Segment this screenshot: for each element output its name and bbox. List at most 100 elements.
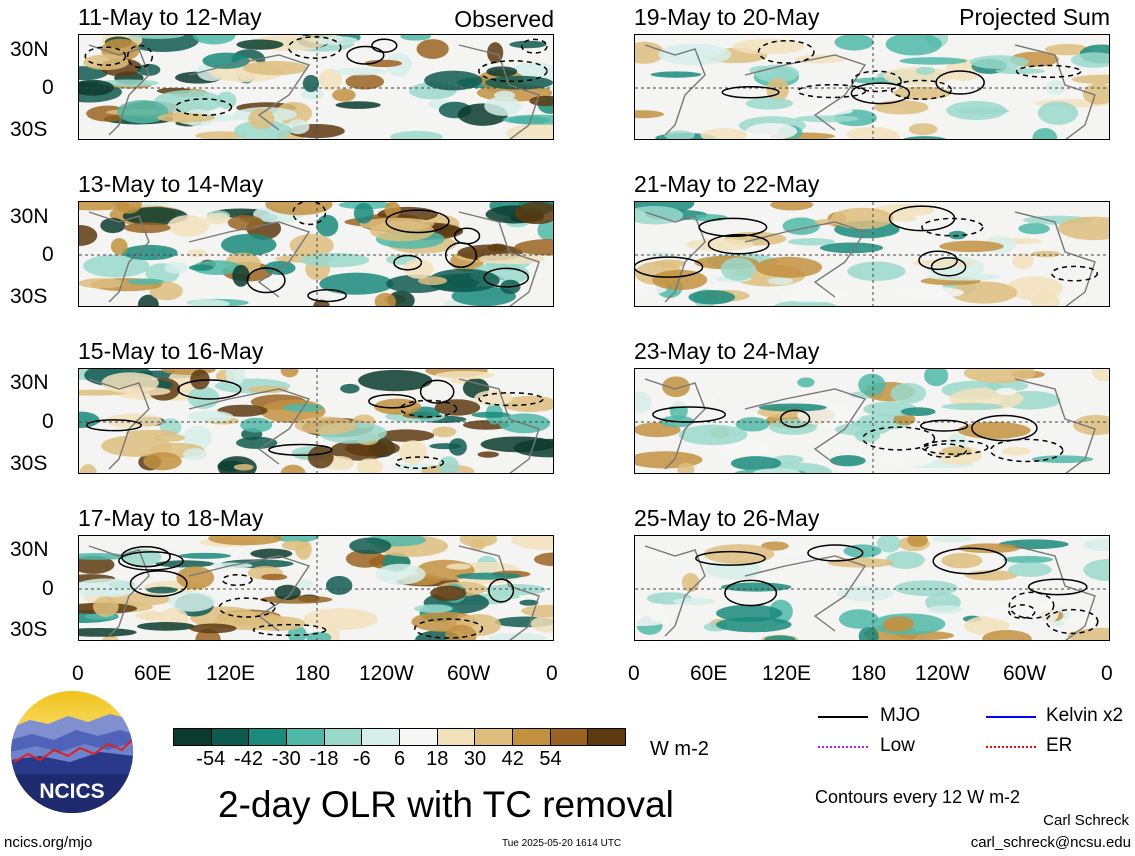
olr-anomaly-blob bbox=[353, 202, 374, 224]
projected-label: Projected Sum bbox=[959, 4, 1110, 30]
mjo-legend-line bbox=[818, 716, 868, 718]
olr-anomaly-blob bbox=[648, 603, 668, 622]
lat-tick: 30N bbox=[10, 205, 49, 228]
colorbar-swatch bbox=[550, 729, 589, 745]
olr-anomaly-blob bbox=[753, 468, 801, 473]
mjo-contour bbox=[1027, 578, 1088, 596]
olr-anomaly-blob bbox=[1031, 455, 1094, 464]
olr-anomaly-blob bbox=[430, 585, 467, 601]
olr-anomaly-blob bbox=[1007, 562, 1052, 577]
lat-tick: 30S bbox=[10, 285, 48, 308]
mjo-contour bbox=[918, 250, 958, 271]
olr-anomaly-blob bbox=[79, 411, 100, 429]
olr-anomaly-blob bbox=[907, 536, 928, 547]
olr-anomaly-blob bbox=[188, 264, 214, 271]
olr-anomaly-blob bbox=[435, 371, 496, 380]
olr-anomaly-blob bbox=[183, 448, 208, 461]
olr-anomaly-blob bbox=[635, 391, 652, 414]
mjo-contour bbox=[478, 60, 548, 83]
olr-anomaly-blob bbox=[79, 555, 115, 574]
olr-anomaly-blob bbox=[390, 130, 443, 139]
mjo-contour bbox=[695, 550, 766, 566]
mjo-contour bbox=[221, 574, 253, 586]
olr-anomaly-blob bbox=[837, 585, 894, 602]
olr-anomaly-blob bbox=[486, 66, 518, 77]
olr-anomaly-blob bbox=[232, 264, 250, 287]
olr-anomaly-blob bbox=[1082, 83, 1109, 105]
olr-anomaly-blob bbox=[732, 38, 805, 55]
olr-anomaly-blob bbox=[236, 436, 278, 449]
mjo-contour bbox=[453, 227, 481, 245]
olr-anomaly-blob bbox=[795, 115, 859, 123]
olr-anomaly-blob bbox=[234, 120, 292, 139]
olr-anomaly-blob bbox=[827, 557, 894, 568]
mjo-contour bbox=[1050, 265, 1099, 282]
mjo-contour bbox=[971, 414, 1038, 442]
olr-anomaly-blob bbox=[1070, 52, 1109, 68]
mjo-contour bbox=[394, 456, 445, 470]
olr-anomaly-blob bbox=[471, 411, 511, 418]
coastline bbox=[644, 211, 1096, 306]
mjo-contour bbox=[246, 267, 286, 294]
lon-tick: 0 bbox=[628, 662, 640, 685]
mjo-contour bbox=[268, 443, 333, 456]
olr-anomaly-blob bbox=[125, 429, 177, 437]
lat-tick: 30S bbox=[10, 618, 48, 641]
olr-anomaly-blob bbox=[926, 272, 1001, 281]
olr-anomaly-blob bbox=[438, 456, 460, 473]
olr-anomaly-blob bbox=[274, 584, 301, 601]
lon-tick: 0 bbox=[1101, 662, 1113, 685]
olr-anomaly-blob bbox=[294, 416, 357, 435]
colorbar-swatch bbox=[287, 729, 325, 745]
olr-anomaly-blob bbox=[893, 86, 952, 100]
lon-tick: 180 bbox=[851, 662, 887, 685]
olr-anomaly-blob bbox=[344, 440, 401, 457]
footer-url: ncics.org/mjo bbox=[4, 834, 93, 851]
olr-anomaly-blob bbox=[164, 261, 188, 274]
olr-anomaly-blob bbox=[893, 413, 916, 426]
colorbar-label: 6 bbox=[393, 748, 406, 770]
olr-anomaly-blob bbox=[400, 35, 431, 41]
olr-anomaly-blob bbox=[115, 202, 142, 214]
olr-anomaly-blob bbox=[377, 429, 435, 442]
panel-title: 21-May to 22-May bbox=[634, 171, 820, 197]
panel-title: 23-May to 24-May bbox=[634, 338, 820, 364]
mjo-contour bbox=[419, 379, 455, 404]
olr-anomaly-blob bbox=[510, 536, 553, 551]
olr-anomaly-blob bbox=[300, 89, 324, 100]
olr-anomaly-blob bbox=[834, 35, 874, 51]
olr-anomaly-blob bbox=[890, 382, 927, 404]
olr-anomaly-blob bbox=[1032, 127, 1058, 139]
olr-anomaly-blob bbox=[1072, 414, 1109, 436]
mjo-contour bbox=[287, 36, 342, 59]
colorbar-label: -54 bbox=[196, 748, 226, 770]
olr-anomaly-blob bbox=[514, 202, 553, 225]
mjo-contour bbox=[635, 256, 704, 278]
mjo-contour bbox=[920, 419, 969, 432]
olr-anomaly-blob bbox=[982, 630, 1032, 640]
olr-anomaly-blob bbox=[957, 421, 1031, 439]
olr-anomaly-blob bbox=[1091, 369, 1109, 382]
olr-anomaly-blob bbox=[384, 202, 401, 219]
olr-anomaly-blob bbox=[281, 540, 308, 551]
olr-anomaly-blob bbox=[635, 110, 665, 119]
mjo-contour bbox=[175, 98, 233, 117]
olr-anomaly-blob bbox=[216, 91, 237, 109]
lon-tick: 180 bbox=[295, 662, 331, 685]
lon-tick: 60E bbox=[690, 662, 728, 685]
colorbar-label: 54 bbox=[539, 748, 562, 770]
colorbar-label: -18 bbox=[309, 748, 339, 770]
olr-anomaly-blob bbox=[168, 591, 216, 612]
lon-tick: 0 bbox=[72, 662, 84, 685]
map-panel bbox=[78, 368, 554, 474]
olr-anomaly-blob bbox=[261, 573, 288, 581]
olr-anomaly-blob bbox=[534, 552, 553, 567]
logo-text: NCICS bbox=[39, 780, 104, 803]
olr-anomaly-blob bbox=[236, 39, 284, 50]
olr-anomaly-blob bbox=[135, 611, 163, 620]
colorbar-swatch bbox=[324, 729, 363, 745]
mjo-contour bbox=[118, 551, 184, 571]
olr-anomaly-blob bbox=[127, 278, 164, 285]
olr-anomaly-blob bbox=[428, 268, 500, 293]
olr-anomaly-blob bbox=[635, 205, 684, 225]
